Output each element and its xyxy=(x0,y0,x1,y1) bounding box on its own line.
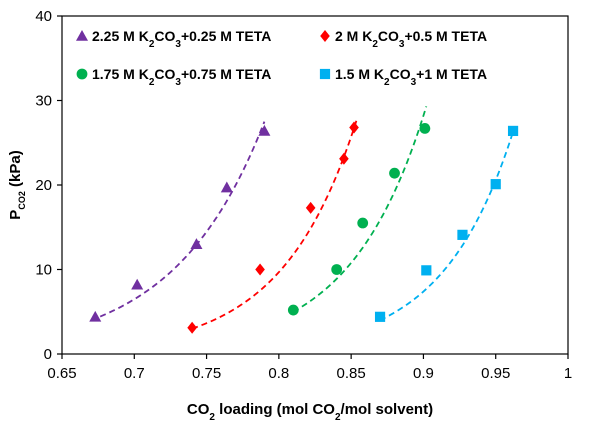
x-tick-label: 0.95 xyxy=(481,365,510,382)
data-point-triangle xyxy=(220,181,233,193)
y-tick-label: 0 xyxy=(44,346,52,363)
fit-line xyxy=(292,106,428,313)
fit-lines xyxy=(90,106,514,330)
y-tick-label: 30 xyxy=(35,93,52,110)
data-point-diamond xyxy=(187,321,197,334)
data-point-circle xyxy=(419,122,431,134)
data-point-triangle xyxy=(190,238,203,249)
data-point-square xyxy=(374,311,386,322)
data-point-triangle xyxy=(89,310,102,322)
x-tick-label: 0.75 xyxy=(192,365,221,382)
data-point-diamond xyxy=(339,152,349,165)
y-tick-label: 10 xyxy=(35,262,52,279)
data-points xyxy=(89,121,519,334)
y-axis-label: PCO2 (kPa) xyxy=(7,150,27,219)
x-axis-label: CO2 loading (mol CO2/mol solvent) xyxy=(187,401,433,422)
data-point-diamond xyxy=(305,201,316,214)
x-tick-label: 0.7 xyxy=(124,365,145,382)
data-point-circle xyxy=(331,264,343,275)
data-point-circle xyxy=(287,304,299,316)
data-point-diamond xyxy=(255,263,265,276)
y-tick-label: 40 xyxy=(35,8,52,25)
data-point-square xyxy=(507,125,519,137)
data-point-square xyxy=(421,265,432,276)
x-tick-label: 0.8 xyxy=(268,365,289,382)
x-tick-label: 0.9 xyxy=(413,365,434,382)
legend-entry-label: 2 M K2CO3+0.5 M TETA xyxy=(335,28,487,50)
data-point-diamond xyxy=(320,30,330,42)
x-tick-label: 0.65 xyxy=(47,365,76,382)
fit-line xyxy=(90,121,266,322)
data-point-triangle xyxy=(131,278,144,290)
data-point-square xyxy=(457,229,468,240)
data-point-circle xyxy=(357,217,369,229)
legend: 2.25 M K2CO3+0.25 M TETA 2 M K2CO3+0.5 M … xyxy=(76,28,487,88)
data-point-square xyxy=(319,68,331,80)
x-tick-label: 1 xyxy=(564,365,572,382)
y-tick-label: 20 xyxy=(35,177,52,194)
data-point-square xyxy=(490,179,501,190)
fit-line xyxy=(379,131,514,322)
data-point-circle xyxy=(389,167,400,179)
legend-entry-label: 1.5 M K2CO3+1 M TETA xyxy=(335,66,487,88)
legend-entry-label: 2.25 M K2CO3+0.25 M TETA xyxy=(92,28,271,50)
data-point-triangle xyxy=(76,30,88,41)
data-point-diamond xyxy=(349,121,359,134)
data-point-circle xyxy=(76,68,88,80)
legend-entry-label: 1.75 M K2CO3+0.75 M TETA xyxy=(92,66,271,88)
data-point-triangle xyxy=(258,124,271,136)
x-tick-label: 0.85 xyxy=(337,365,366,382)
